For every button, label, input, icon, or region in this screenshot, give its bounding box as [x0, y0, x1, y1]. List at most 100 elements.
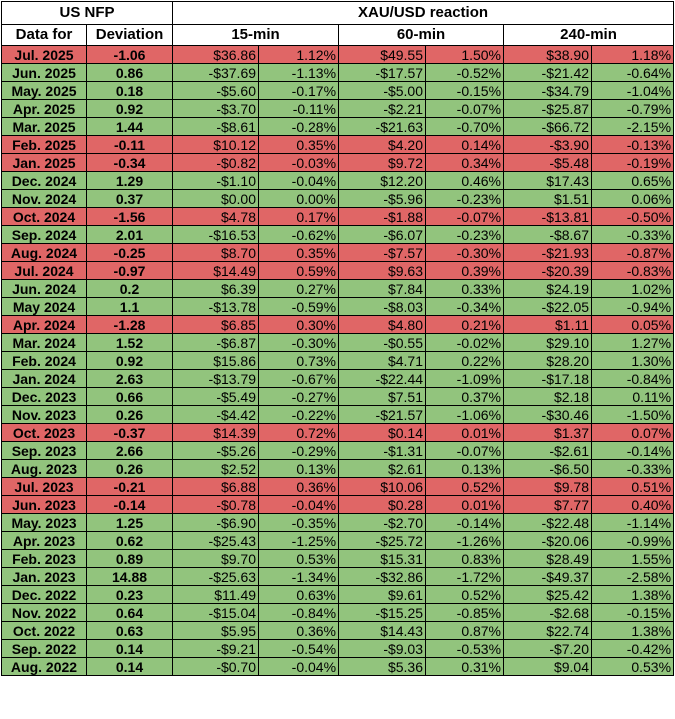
change-60-min-cell: -$25.72: [338, 531, 427, 550]
deviation-cell: 1.44: [85, 117, 174, 136]
deviation-cell: -0.25: [85, 243, 174, 262]
change-240-min-cell: -$7.20: [503, 639, 593, 658]
change-15-min-cell: $8.70: [172, 243, 260, 262]
change-240-min-cell: $28.20: [503, 351, 593, 370]
pct-60-min-cell: -0.15%: [425, 81, 505, 100]
change-60-min-cell: $0.28: [338, 495, 427, 514]
date-cell: Mar. 2025: [1, 117, 87, 136]
table-row: Aug. 2022 0.14 -$0.70 -0.04% $5.36 0.31% $9.04…: [1, 657, 675, 676]
pct-60-min-cell: -1.26%: [425, 531, 505, 550]
pct-60-min-cell: 0.83%: [425, 549, 505, 568]
change-60-min-cell: $7.51: [338, 387, 427, 406]
pct-240-min-cell: -0.99%: [591, 531, 675, 550]
pct-60-min-cell: 0.34%: [425, 153, 505, 172]
pct-240-min-cell: -0.87%: [591, 243, 675, 262]
pct-60-min-cell: 0.01%: [425, 495, 505, 514]
pct-240-min-cell: 0.07%: [591, 423, 675, 442]
pct-240-min-cell: -0.79%: [591, 99, 675, 118]
pct-15-min-cell: -0.27%: [258, 387, 340, 406]
deviation-cell: 0.86: [85, 63, 174, 82]
change-240-min-cell: -$49.37: [503, 567, 593, 586]
pct-240-min-cell: -0.84%: [591, 369, 675, 388]
pct-60-min-cell: -0.23%: [425, 225, 505, 244]
table-row: Jun. 2024 0.2 $6.39 0.27% $7.84 0.33% $24.19 1.…: [1, 279, 675, 298]
pct-240-min-cell: 0.05%: [591, 315, 675, 334]
change-60-min-cell: $4.80: [338, 315, 427, 334]
date-cell: Nov. 2023: [1, 405, 87, 424]
table-row: Sep. 2022 0.14 -$9.21 -0.54% -$9.03 -0.53% -$7…: [1, 639, 675, 658]
table-row: Feb. 2024 0.92 $15.86 0.73% $4.71 0.22% $28.20…: [1, 351, 675, 370]
change-240-min-cell: $24.19: [503, 279, 593, 298]
table-row: Apr. 2025 0.92 -$3.70 -0.11% -$2.21 -0.07% -$2…: [1, 99, 675, 118]
change-60-min-cell: $15.31: [338, 549, 427, 568]
change-240-min-cell: -$22.48: [503, 513, 593, 532]
table-row: Dec. 2023 0.66 -$5.49 -0.27% $7.51 0.37% $2.18…: [1, 387, 675, 406]
pct-15-min-cell: 0.72%: [258, 423, 340, 442]
deviation-cell: 0.92: [85, 99, 174, 118]
pct-15-min-cell: -0.67%: [258, 369, 340, 388]
pct-240-min-cell: -2.15%: [591, 117, 675, 136]
table-row: Jul. 2024 -0.97 $14.49 0.59% $9.63 0.39% -$20.…: [1, 261, 675, 280]
pct-15-min-cell: -0.62%: [258, 225, 340, 244]
pct-15-min-cell: -0.04%: [258, 171, 340, 190]
pct-60-min-cell: -0.52%: [425, 63, 505, 82]
pct-240-min-cell: 1.30%: [591, 351, 675, 370]
change-240-min-cell: $17.43: [503, 171, 593, 190]
change-15-min-cell: -$15.04: [172, 603, 260, 622]
xau-reaction-header: XAU/USD reaction: [172, 1, 675, 25]
change-240-min-cell: -$2.68: [503, 603, 593, 622]
pct-60-min-cell: 0.14%: [425, 135, 505, 154]
change-15-min-cell: $6.85: [172, 315, 260, 334]
change-240-min-cell: -$34.79: [503, 81, 593, 100]
pct-15-min-cell: -0.11%: [258, 99, 340, 118]
pct-60-min-cell: 0.37%: [425, 387, 505, 406]
change-60-min-cell: -$5.00: [338, 81, 427, 100]
pct-60-min-cell: -1.09%: [425, 369, 505, 388]
change-60-min-cell: -$5.96: [338, 189, 427, 208]
pct-60-min-cell: 0.31%: [425, 657, 505, 676]
change-240-min-cell: $25.42: [503, 585, 593, 604]
deviation-header: Deviation: [85, 24, 174, 46]
change-60-min-cell: -$21.63: [338, 117, 427, 136]
pct-60-min-cell: -0.70%: [425, 117, 505, 136]
pct-15-min-cell: 0.13%: [258, 459, 340, 478]
change-240-min-cell: $28.49: [503, 549, 593, 568]
date-cell: Aug. 2024: [1, 243, 87, 262]
table-row: May 2024 1.1 -$13.78 -0.59% -$8.03 -0.34% -$22…: [1, 297, 675, 316]
change-60-min-cell: $4.71: [338, 351, 427, 370]
change-60-min-cell: $4.20: [338, 135, 427, 154]
deviation-cell: 0.66: [85, 387, 174, 406]
pct-15-min-cell: 0.30%: [258, 315, 340, 334]
date-cell: Jul. 2023: [1, 477, 87, 496]
deviation-cell: 1.52: [85, 333, 174, 352]
table-row: Sep. 2023 2.66 -$5.26 -0.29% -$1.31 -0.07% -$2…: [1, 441, 675, 460]
change-15-min-cell: -$13.78: [172, 297, 260, 316]
pct-240-min-cell: 0.06%: [591, 189, 675, 208]
date-cell: Sep. 2022: [1, 639, 87, 658]
change-240-min-cell: $1.37: [503, 423, 593, 442]
pct-60-min-cell: -0.85%: [425, 603, 505, 622]
pct-240-min-cell: 1.02%: [591, 279, 675, 298]
pct-15-min-cell: 0.35%: [258, 135, 340, 154]
change-15-min-cell: $36.86: [172, 45, 260, 64]
pct-240-min-cell: 0.53%: [591, 657, 675, 676]
change-240-min-cell: -$21.42: [503, 63, 593, 82]
change-15-min-cell: -$9.21: [172, 639, 260, 658]
deviation-cell: -1.56: [85, 207, 174, 226]
change-15-min-cell: $9.70: [172, 549, 260, 568]
change-15-min-cell: -$5.49: [172, 387, 260, 406]
change-240-min-cell: -$13.81: [503, 207, 593, 226]
deviation-cell: 0.89: [85, 549, 174, 568]
date-cell: Jan. 2024: [1, 369, 87, 388]
pct-240-min-cell: 1.38%: [591, 585, 675, 604]
pct-15-min-cell: 0.73%: [258, 351, 340, 370]
date-cell: Aug. 2023: [1, 459, 87, 478]
deviation-cell: 0.26: [85, 459, 174, 478]
change-240-min-cell: -$25.87: [503, 99, 593, 118]
pct-15-min-cell: -0.04%: [258, 495, 340, 514]
pct-60-min-cell: -0.53%: [425, 639, 505, 658]
change-240-min-cell: $7.77: [503, 495, 593, 514]
date-cell: Feb. 2023: [1, 549, 87, 568]
change-60-min-cell: -$9.03: [338, 639, 427, 658]
date-cell: Apr. 2025: [1, 99, 87, 118]
